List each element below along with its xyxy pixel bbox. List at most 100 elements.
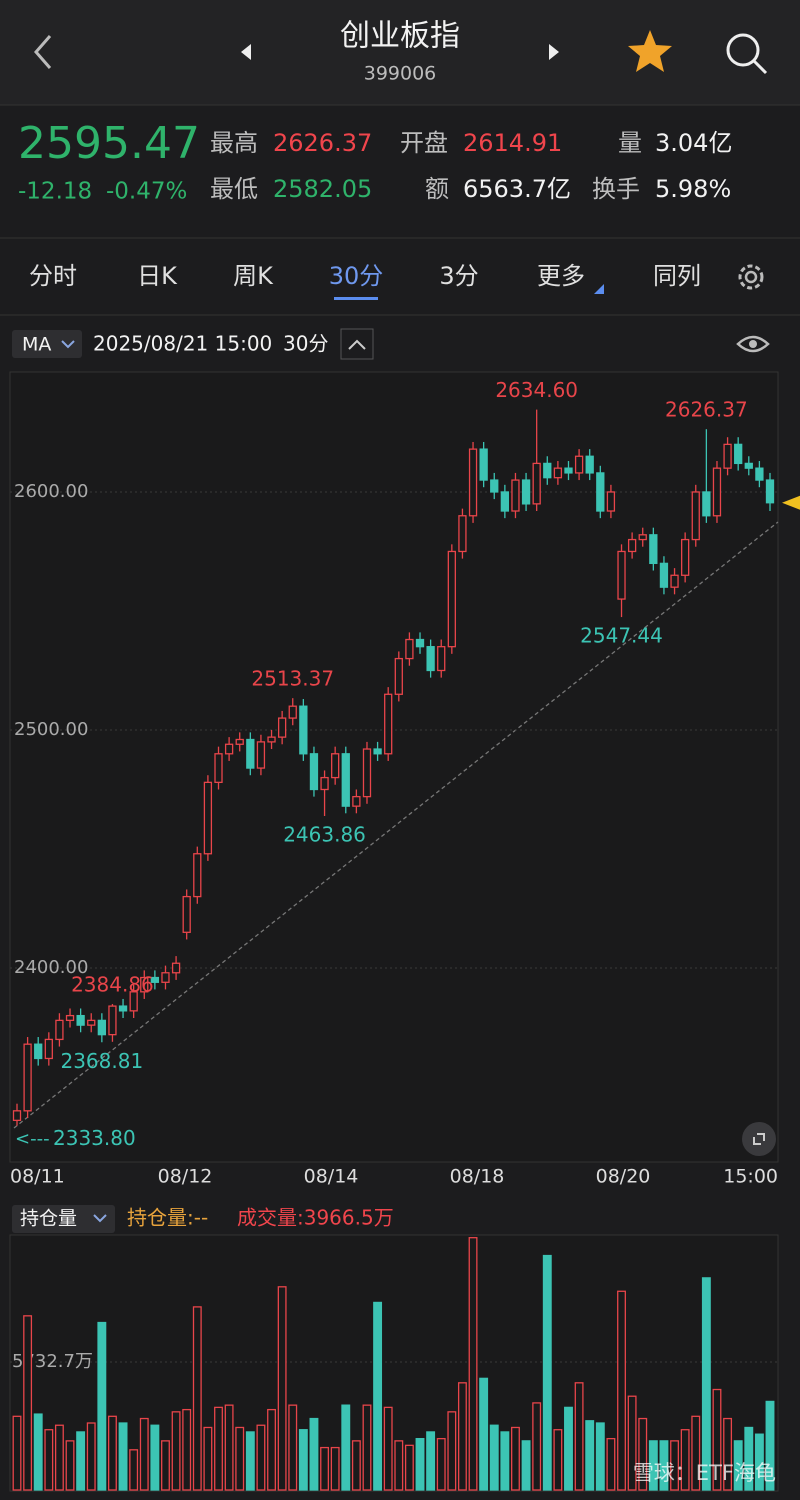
volume-bar xyxy=(489,1424,499,1491)
candle-body xyxy=(500,491,510,512)
volume-bar xyxy=(670,1440,679,1491)
candle-body xyxy=(23,1043,32,1112)
candle-body xyxy=(447,550,456,648)
volume-bar xyxy=(139,1417,149,1491)
settings-button[interactable] xyxy=(738,264,764,290)
indicator: MA xyxy=(22,334,51,356)
candle-body xyxy=(468,448,478,517)
change-pct: -0.47% xyxy=(106,179,187,205)
prev-button[interactable] xyxy=(241,44,251,60)
candle-body xyxy=(649,534,658,565)
annotation: 2384.86 xyxy=(71,973,154,997)
volume-bar xyxy=(12,1415,22,1491)
volume-bar xyxy=(245,1431,255,1491)
current-price-marker xyxy=(782,495,800,510)
volume-bar xyxy=(447,1411,457,1491)
candle-body xyxy=(511,479,520,512)
candle-body xyxy=(256,741,266,769)
code: 399006 xyxy=(364,63,437,85)
field-value: 6563.7亿 xyxy=(463,175,571,203)
volume-bar xyxy=(627,1395,637,1491)
field-label: 开盘 xyxy=(400,129,448,157)
x-tick-label: 15:00 xyxy=(723,1166,778,1188)
candle-body xyxy=(341,753,350,807)
volume-bar xyxy=(203,1426,213,1491)
volume-bar xyxy=(733,1440,743,1491)
volume-dropdown[interactable] xyxy=(12,1205,115,1233)
volume-bar xyxy=(224,1404,234,1491)
volume-bar xyxy=(129,1449,139,1491)
candle-body xyxy=(182,895,191,933)
tab[interactable]: 同列 xyxy=(653,262,701,290)
volume-bar xyxy=(288,1404,298,1491)
candle-body xyxy=(521,479,531,505)
volume-bar xyxy=(171,1411,181,1491)
x-tick-label: 08/11 xyxy=(10,1166,65,1188)
candle-body xyxy=(670,574,679,588)
candle-body xyxy=(34,1043,43,1060)
volume-bar xyxy=(214,1406,223,1491)
expand-button[interactable] xyxy=(742,1122,776,1156)
candle-body xyxy=(734,443,743,465)
tab[interactable]: 日K xyxy=(137,262,178,290)
annotation: 2333.80 xyxy=(53,1126,136,1150)
favorite-star[interactable] xyxy=(628,30,672,72)
back-button[interactable] xyxy=(34,35,52,69)
x-tick-label: 08/20 xyxy=(596,1166,651,1188)
candle-body xyxy=(224,743,234,755)
search-button[interactable] xyxy=(726,33,768,75)
volume-bar xyxy=(415,1437,425,1491)
volume-bar xyxy=(479,1377,489,1491)
field-label: 额 xyxy=(425,175,449,203)
volume-bar xyxy=(118,1422,128,1491)
volume-bar xyxy=(44,1429,54,1491)
candle-body xyxy=(373,748,382,755)
tab[interactable]: 3分 xyxy=(439,262,478,290)
collapse-icon xyxy=(348,339,366,350)
volume-bar xyxy=(765,1400,775,1491)
tabs: 分时 日K 周K 30分 3分 更多 同列 xyxy=(29,262,701,300)
volume-bar xyxy=(23,1315,33,1491)
next-button[interactable] xyxy=(549,44,559,60)
volume-bar xyxy=(256,1424,266,1491)
volume-bar xyxy=(648,1440,658,1491)
candle-body xyxy=(214,753,223,784)
candle-body xyxy=(277,717,287,738)
tab[interactable]: 30分 xyxy=(329,262,384,290)
volume-bar xyxy=(33,1413,43,1491)
candle-body xyxy=(437,646,446,672)
volume-bar xyxy=(97,1321,107,1491)
candle-body xyxy=(267,736,276,743)
candle-body xyxy=(44,1038,53,1060)
candle-body xyxy=(288,705,297,719)
volume-bar xyxy=(86,1422,96,1491)
field-value: 2582.05 xyxy=(273,175,372,203)
eye-button[interactable] xyxy=(736,335,770,353)
tab[interactable]: 分时 xyxy=(29,262,77,290)
candle-body xyxy=(161,972,170,983)
period: 30分 xyxy=(283,332,328,356)
volume-bar xyxy=(182,1408,192,1491)
x-tick-label: 08/14 xyxy=(304,1166,359,1188)
candle-body xyxy=(553,467,563,479)
candle-body xyxy=(765,479,775,504)
x-tick-label: 08/12 xyxy=(158,1166,213,1188)
annotation: 2368.81 xyxy=(60,1049,143,1073)
volume-bar xyxy=(564,1406,573,1491)
indicator-dropdown[interactable] xyxy=(12,330,82,358)
header-bg xyxy=(0,0,800,105)
volume-bar xyxy=(161,1440,170,1491)
candle-body xyxy=(55,1019,64,1041)
annotation: 2463.86 xyxy=(283,823,366,847)
tab[interactable]: 周K xyxy=(233,262,274,290)
volume-bar xyxy=(468,1237,478,1491)
collapse-button[interactable] xyxy=(340,328,374,360)
candle-body xyxy=(129,991,138,1012)
candle-body xyxy=(415,638,425,648)
candle-body xyxy=(384,693,393,755)
volume-bar xyxy=(712,1388,722,1491)
tab[interactable]: 更多 xyxy=(537,262,585,290)
price-chart-area xyxy=(9,371,779,1163)
candle-body xyxy=(596,472,605,512)
